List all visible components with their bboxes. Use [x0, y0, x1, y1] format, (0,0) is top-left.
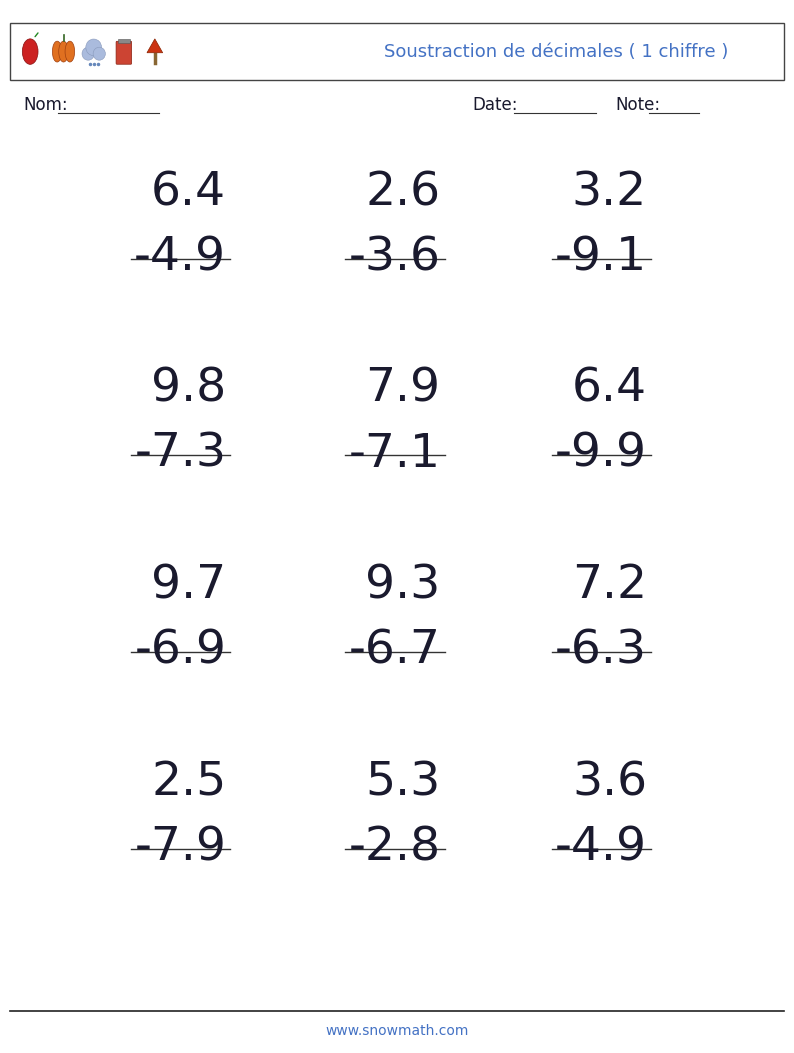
- Polygon shape: [147, 39, 163, 53]
- FancyBboxPatch shape: [116, 41, 132, 64]
- Text: -4.9: -4.9: [134, 236, 226, 281]
- Text: -9.9: -9.9: [555, 432, 647, 477]
- Ellipse shape: [22, 39, 38, 64]
- Text: -7.9: -7.9: [134, 826, 226, 871]
- Text: 6.4: 6.4: [151, 171, 226, 216]
- Text: -6.9: -6.9: [134, 629, 226, 674]
- Ellipse shape: [59, 41, 68, 62]
- Text: -7.3: -7.3: [134, 432, 226, 477]
- Text: 7.9: 7.9: [365, 366, 441, 412]
- Ellipse shape: [82, 47, 94, 60]
- Ellipse shape: [93, 47, 106, 60]
- Text: 9.7: 9.7: [151, 563, 226, 609]
- Text: -4.9: -4.9: [555, 826, 647, 871]
- Text: 2.5: 2.5: [151, 760, 226, 806]
- Text: 3.2: 3.2: [572, 171, 647, 216]
- Ellipse shape: [65, 41, 75, 62]
- Text: Nom:: Nom:: [24, 96, 68, 115]
- FancyArrowPatch shape: [35, 33, 38, 37]
- Ellipse shape: [52, 41, 62, 62]
- Text: Note:: Note:: [615, 96, 661, 115]
- Text: 5.3: 5.3: [365, 760, 441, 806]
- Text: -2.8: -2.8: [349, 826, 441, 871]
- Text: -7.1: -7.1: [349, 432, 441, 477]
- Text: Date:: Date:: [472, 96, 518, 115]
- Text: 9.3: 9.3: [365, 563, 441, 609]
- Text: -3.6: -3.6: [349, 236, 441, 281]
- Bar: [10, 23, 784, 80]
- Ellipse shape: [86, 39, 102, 56]
- Text: 9.8: 9.8: [151, 366, 226, 412]
- Text: 3.6: 3.6: [572, 760, 647, 806]
- Text: -6.3: -6.3: [555, 629, 647, 674]
- Text: 6.4: 6.4: [572, 366, 647, 412]
- Text: Soustraction de décimales ( 1 chiffre ): Soustraction de décimales ( 1 chiffre ): [384, 42, 728, 61]
- Text: -6.7: -6.7: [349, 629, 441, 674]
- Bar: [118, 39, 130, 43]
- Text: 2.6: 2.6: [365, 171, 441, 216]
- Text: 7.2: 7.2: [572, 563, 647, 609]
- Text: -9.1: -9.1: [555, 236, 647, 281]
- Text: www.snowmath.com: www.snowmath.com: [326, 1024, 468, 1037]
